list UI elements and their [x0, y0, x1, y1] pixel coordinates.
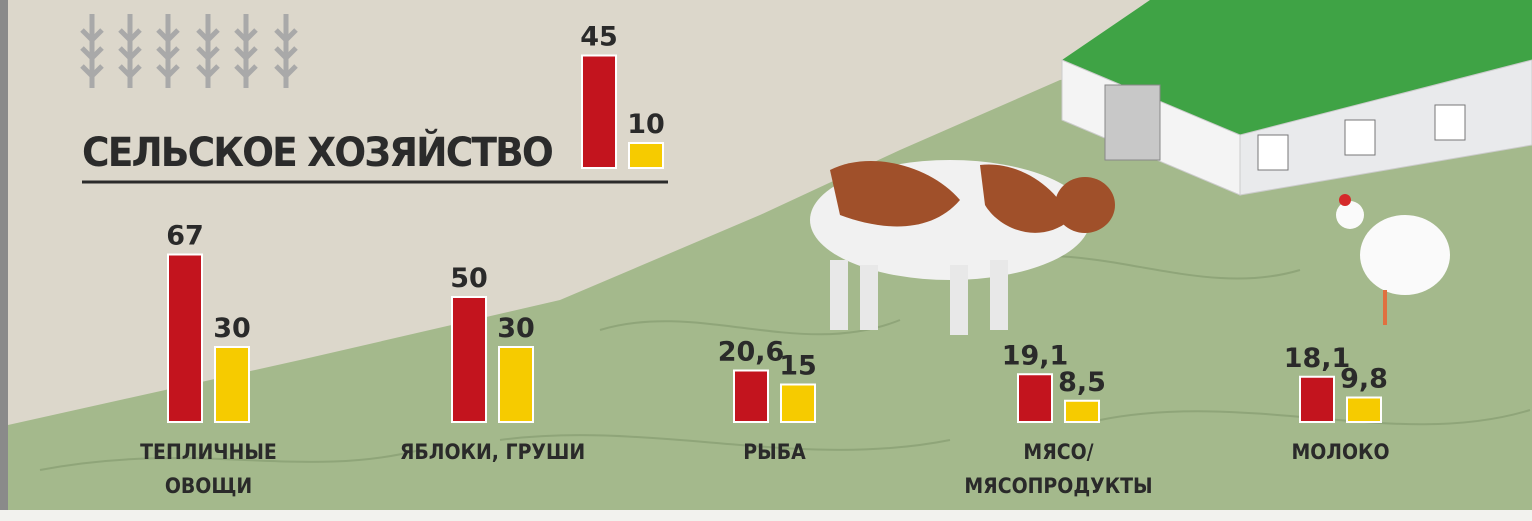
- bar: [1064, 399, 1100, 423]
- value-label: 20,6: [718, 337, 785, 368]
- category-label: МОЛОКО: [1291, 440, 1390, 464]
- bar: [214, 346, 250, 423]
- bar: [780, 383, 816, 423]
- value-label: 10: [627, 109, 665, 140]
- category-label: МЯСО/ МЯСОПРОДУКТЫ: [964, 440, 1153, 498]
- bar: [581, 54, 617, 169]
- value-label: 19,1: [1002, 340, 1069, 371]
- bar: [1017, 373, 1053, 423]
- category-label: ЯБЛОКИ, ГРУШИ: [399, 440, 586, 464]
- value-label: 50: [450, 263, 488, 294]
- cow: [810, 160, 1115, 335]
- barn: [1061, 0, 1532, 196]
- value-label: 67: [166, 221, 204, 252]
- wheat-icons: [80, 14, 298, 88]
- bar: [167, 253, 203, 423]
- hen: [1336, 194, 1450, 325]
- bar: [1346, 396, 1382, 423]
- bar: [1299, 375, 1335, 423]
- value-label: 18,1: [1284, 343, 1351, 374]
- value-label: 15: [779, 351, 817, 382]
- chart-title: СЕЛЬСКОЕ ХОЗЯЙСТВО: [82, 128, 552, 176]
- value-label: 8,5: [1058, 367, 1106, 398]
- hill-lines: [39, 254, 1531, 471]
- category-label: ТЕПЛИЧНЫЕ ОВОЩИ: [140, 440, 277, 498]
- value-label: 30: [213, 313, 251, 344]
- left-border: [0, 0, 8, 521]
- bar: [451, 296, 487, 423]
- bar: [498, 346, 534, 423]
- bottom-strip: [0, 510, 1532, 521]
- value-label: 30: [497, 313, 535, 344]
- category-label: РЫБА: [743, 440, 806, 464]
- value-label: 45: [580, 22, 618, 53]
- bar: [733, 369, 769, 423]
- bar: [628, 142, 664, 169]
- value-label: 9,8: [1340, 364, 1388, 395]
